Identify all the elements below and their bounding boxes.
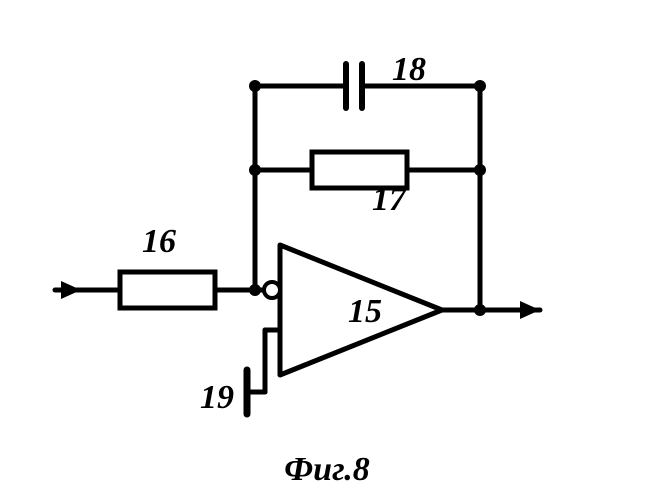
- svg-text:16: 16: [142, 223, 176, 260]
- svg-text:18: 18: [392, 51, 426, 88]
- svg-text:15: 15: [348, 293, 382, 330]
- svg-text:Фиг.8: Фиг.8: [284, 451, 369, 488]
- svg-text:17: 17: [372, 181, 408, 218]
- svg-text:19: 19: [200, 379, 234, 416]
